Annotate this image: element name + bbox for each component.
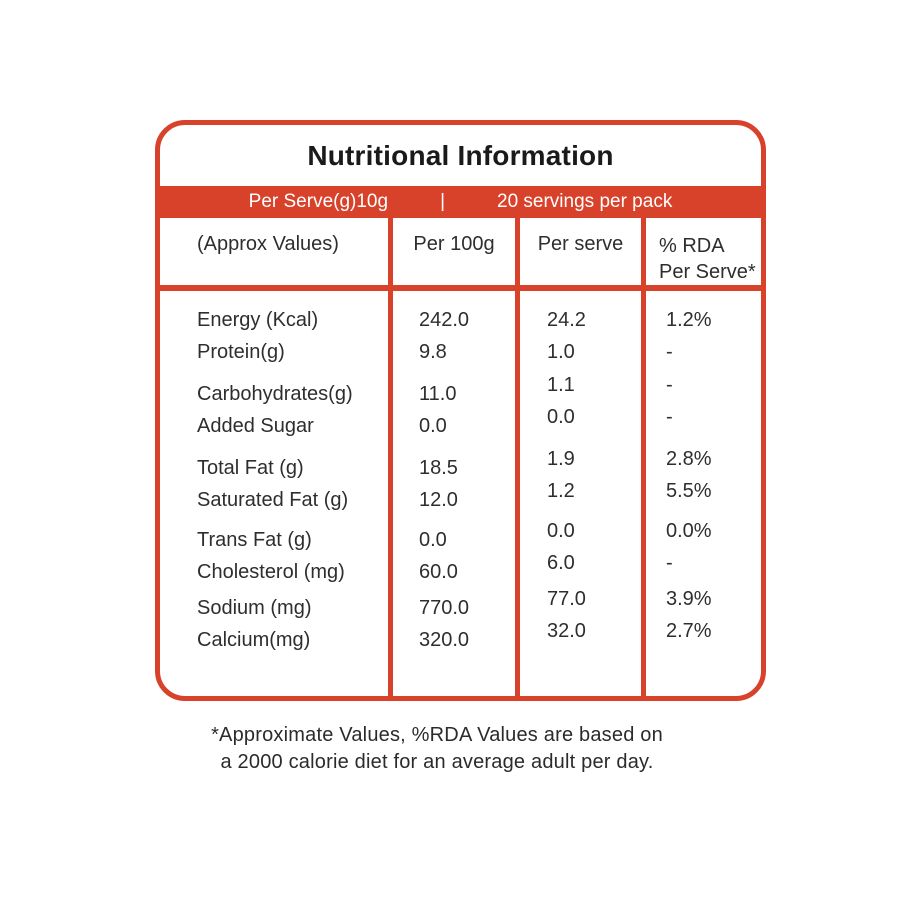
page-title: Nutritional Information [307, 139, 614, 171]
nutrient-label: Added Sugar [197, 415, 314, 437]
value-per-100g: 0.0 [419, 415, 447, 437]
value-per-serve: 24.2 [547, 309, 586, 331]
header-per-serve: Per serve [515, 218, 641, 291]
value-per-serve: 0.0 [547, 406, 575, 428]
nutrient-label: Carbohydrates(g) [197, 383, 353, 405]
footnote-line2: a 2000 calorie diet for an average adult… [220, 751, 654, 773]
value-per-100g: 770.0 [419, 597, 470, 619]
value-rda: 2.7% [666, 620, 712, 642]
value-rda: - [666, 406, 673, 428]
value-per-serve: 1.9 [547, 448, 575, 470]
nutrient-label: Cholesterol (mg) [197, 561, 345, 583]
value-rda: 2.8% [666, 448, 712, 470]
nutrient-label: Sodium (mg) [197, 597, 312, 619]
value-rda: 0.0% [666, 520, 712, 542]
title-row: Nutritional Information [160, 125, 761, 186]
serve-size-text: Per Serve(g)10g [248, 191, 389, 212]
column-per-serve-values: 24.2 1.0 1.1 0.0 1.9 1.2 0.0 6.0 77.0 32.0 [515, 288, 641, 696]
table-body: Energy (Kcal) Protein(g) Carbohydrates(g) A… [160, 288, 761, 696]
nutrient-label: Calcium(mg) [197, 629, 311, 651]
serving-banner: Per Serve(g)10g | 20 servings per pack [160, 186, 761, 218]
table-header-row: (Approx Values) Per 100g Per serve % RDA… [160, 218, 761, 291]
header-rda-line2: Per Serve* [659, 261, 756, 283]
value-per-100g: 60.0 [419, 561, 458, 583]
value-rda: - [666, 374, 673, 396]
value-per-100g: 242.0 [419, 309, 470, 331]
servings-per-pack-text: 20 servings per pack [497, 191, 673, 212]
nutrient-label: Total Fat (g) [197, 457, 304, 479]
value-per-serve: 1.0 [547, 341, 575, 363]
value-per-100g: 320.0 [419, 629, 470, 651]
value-per-100g: 11.0 [419, 383, 457, 405]
column-rda-values: 1.2% - - - 2.8% 5.5% 0.0% - 3.9% 2.7% [641, 288, 761, 696]
nutrition-label-card: Nutritional Information Per Serve(g)10g … [155, 120, 766, 701]
nutrient-label: Protein(g) [197, 341, 285, 363]
banner-separator: | [440, 191, 445, 212]
value-rda: - [666, 552, 673, 574]
value-per-serve: 32.0 [547, 620, 586, 642]
column-per-100g-values: 242.0 9.8 11.0 0.0 18.5 12.0 0.0 60.0 770.0 320.0 [388, 288, 515, 696]
value-per-serve: 77.0 [547, 588, 586, 610]
value-per-100g: 18.5 [419, 457, 458, 479]
header-rda-line1: % RDA [659, 235, 725, 257]
value-rda: 1.2% [666, 309, 712, 331]
column-nutrient-labels: Energy (Kcal) Protein(g) Carbohydrates(g) A… [160, 288, 388, 696]
footnote: *Approximate Values, %RDA Values are bas… [0, 722, 874, 776]
value-per-serve: 1.1 [547, 374, 575, 396]
value-rda: 5.5% [666, 480, 712, 502]
nutrient-label: Energy (Kcal) [197, 309, 319, 331]
value-per-serve: 6.0 [547, 552, 575, 574]
nutrient-label: Saturated Fat (g) [197, 489, 349, 511]
footnote-line1: *Approximate Values, %RDA Values are bas… [211, 724, 663, 746]
header-approx-values: (Approx Values) [160, 218, 388, 291]
header-rda-per-serve: % RDA Per Serve* [641, 218, 761, 291]
value-rda: 3.9% [666, 588, 712, 610]
value-rda: - [666, 341, 673, 363]
header-per-100g: Per 100g [388, 218, 515, 291]
value-per-100g: 0.0 [419, 529, 447, 551]
value-per-serve: 0.0 [547, 520, 575, 542]
value-per-serve: 1.2 [547, 480, 575, 502]
nutrient-label: Trans Fat (g) [197, 529, 312, 551]
value-per-100g: 12.0 [419, 489, 458, 511]
value-per-100g: 9.8 [419, 341, 447, 363]
